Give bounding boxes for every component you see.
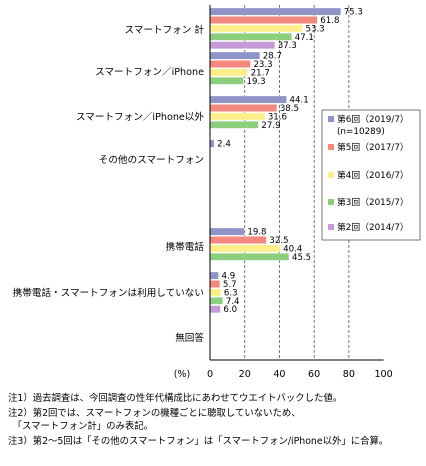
- bar: [209, 244, 281, 253]
- footnote-2: 注2）第2回では、スマートフォンの機種ごとに聴取していないため、: [8, 408, 301, 419]
- legend-sample-size: (n=10289): [337, 127, 385, 137]
- category-label: スマートフォン／iPhone以外: [76, 111, 204, 123]
- x-tick-label: 0: [207, 369, 213, 380]
- legend-box: [321, 109, 421, 241]
- legend-label: 第5回（2017/7）: [337, 141, 409, 153]
- legend-label: 第6回（2019/7）: [337, 113, 409, 125]
- x-tick-label: 100: [374, 369, 392, 380]
- legend-label: 第2回（2014/7）: [337, 221, 409, 233]
- bar: [209, 7, 341, 16]
- bar: [209, 236, 267, 244]
- x-tick-label: 80: [343, 369, 355, 380]
- data-label: 45.5: [292, 253, 311, 263]
- bar: [209, 139, 215, 148]
- bar: [209, 51, 260, 60]
- bar: [209, 280, 221, 288]
- category-label: スマートフォン／iPhone: [95, 67, 204, 78]
- data-label: 32.5: [269, 236, 288, 246]
- data-label: 31.6: [268, 112, 287, 122]
- x-tick-label: 20: [239, 369, 251, 380]
- bar: [209, 253, 290, 261]
- x-tick-label: 40: [273, 369, 285, 380]
- bar: [209, 288, 222, 297]
- bar: [209, 297, 223, 305]
- data-label: 44.1: [290, 96, 309, 106]
- legend-swatch: [328, 144, 334, 150]
- bar: [209, 77, 244, 85]
- bar: [209, 24, 303, 33]
- data-label: 4.9: [222, 272, 236, 282]
- legend-swatch: [328, 172, 334, 178]
- bar: [209, 227, 245, 236]
- x-tick-label: 60: [308, 369, 320, 380]
- category-label: 無回答: [175, 332, 204, 344]
- data-label: 38.5: [280, 104, 299, 114]
- bar: [209, 112, 266, 121]
- data-label: 47.1: [295, 33, 314, 43]
- footnote-2-cont: 「スマートフォン計」のみ表記。: [8, 421, 154, 432]
- legend-swatch: [328, 224, 334, 230]
- bar: [209, 41, 275, 49]
- data-label: 61.8: [320, 16, 339, 26]
- data-label: 37.3: [278, 41, 297, 51]
- category-label: スマートフォン 計: [124, 24, 204, 36]
- data-label: 6.0: [223, 305, 237, 315]
- bar: [209, 68, 248, 77]
- category-label: 携帯電話・スマートフォンは利用していない: [13, 287, 204, 299]
- bar: [209, 121, 259, 129]
- bar: [209, 95, 287, 104]
- data-label: 5.7: [223, 280, 237, 290]
- legend-swatch: [328, 116, 334, 122]
- data-label: 23.3: [253, 60, 272, 70]
- bar: [209, 271, 219, 280]
- x-unit-label: (%): [174, 369, 191, 380]
- data-label: 21.7: [251, 68, 270, 78]
- category-label: 携帯電話: [166, 241, 205, 253]
- footnote-1: 注1）過去調査は、今回調査の性年代構成比にあわせてウエイトバックした値。: [8, 393, 343, 404]
- category-label: その他のスマートフォン: [99, 154, 204, 166]
- data-label: 75.3: [344, 8, 363, 18]
- bar: [209, 104, 277, 112]
- bar: [209, 16, 318, 24]
- data-label: 19.3: [247, 77, 266, 87]
- data-label: 19.8: [247, 228, 266, 238]
- bar: [209, 305, 221, 313]
- legend-label: 第4回（2016/7）: [337, 169, 409, 181]
- data-label: 2.4: [217, 140, 231, 150]
- data-label: 40.4: [283, 244, 302, 254]
- legend-label: 第3回（2015/7）: [337, 196, 409, 208]
- data-label: 28.7: [263, 52, 282, 62]
- data-label: 7.4: [226, 297, 240, 307]
- data-label: 53.3: [306, 24, 325, 34]
- legend-swatch: [328, 199, 334, 205]
- bar: [209, 60, 251, 68]
- data-label: 6.3: [224, 288, 238, 298]
- footnote-3: 注3）第2～5回は「その他のスマートフォン」は「スマートフォン/iPhone以外…: [8, 436, 389, 447]
- data-label: 27.9: [261, 121, 280, 131]
- bar: [209, 33, 292, 41]
